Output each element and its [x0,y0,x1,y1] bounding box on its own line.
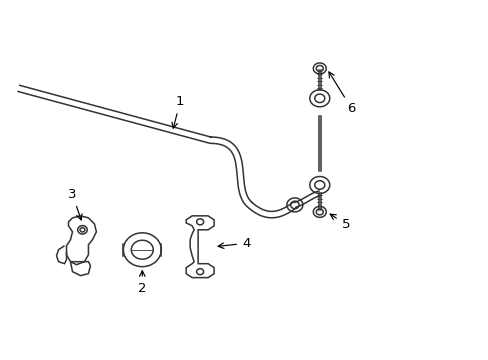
Text: 2: 2 [138,271,146,294]
Text: 5: 5 [329,214,349,231]
Text: 3: 3 [68,188,82,220]
Text: 6: 6 [328,72,355,115]
Text: 4: 4 [218,237,250,250]
Text: 1: 1 [172,95,184,128]
